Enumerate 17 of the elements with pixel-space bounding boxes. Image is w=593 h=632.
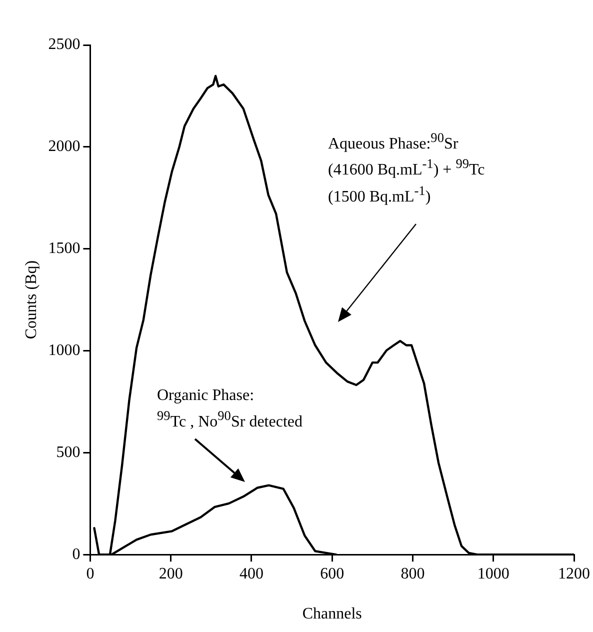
y-axis-title: Counts (Bq) — [22, 260, 40, 340]
text: Aqueous Phase:$^{90}$Sr (41600 Bq.mL$^{-1}$) + $^{99}$Tc (1500 Bq.mL$^{-1}$) — [328, 130, 485, 205]
y-tick-label: 1000 — [48, 342, 80, 359]
annotation: Organic Phase: $^{99}$Tc , No$^{90}$Sr detected — [157, 386, 302, 432]
x-tick-label: 0 — [86, 565, 94, 582]
x-tick-label: 1200 — [558, 565, 590, 582]
x-tick-label: 400 — [239, 565, 264, 582]
y-tick-label: 500 — [56, 444, 80, 461]
x-tick-label: 200 — [158, 565, 183, 582]
x-tick-label: 800 — [400, 565, 425, 582]
x-tick-label: 600 — [320, 565, 344, 582]
x-axis-title: Channels — [302, 606, 362, 623]
y-tick-label: 2500 — [48, 36, 80, 54]
y-tick-label: 2000 — [48, 138, 80, 156]
x-tick-label: 1000 — [477, 565, 510, 582]
y-tick-label: 1500 — [48, 240, 80, 258]
y-tick-label: 0 — [72, 546, 80, 563]
